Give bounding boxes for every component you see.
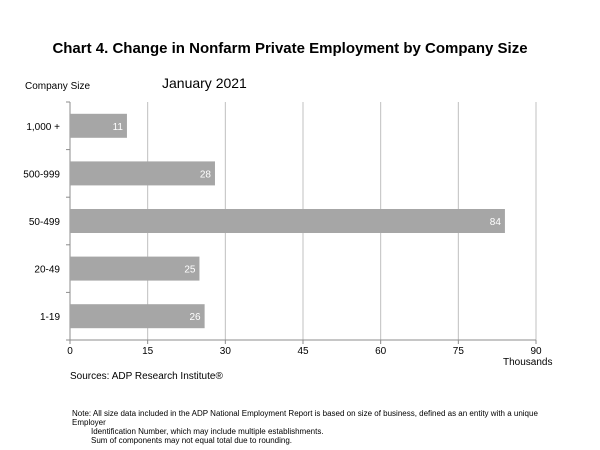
x-tick-label: 90 [530, 346, 542, 357]
source-note: Sources: ADP Research Institute® [70, 371, 223, 382]
bar [70, 113, 127, 138]
y-axis-label: Company Size [25, 81, 90, 92]
x-tick-label: 15 [142, 346, 154, 357]
bar [70, 161, 215, 186]
x-tick-label: 30 [220, 346, 232, 357]
bar [70, 256, 200, 281]
bar-value-label: 84 [490, 217, 502, 228]
y-category-label: 500-999 [23, 169, 60, 180]
footnote-line-3: Sum of components may not equal total du… [91, 436, 293, 445]
y-category-label: 50-499 [29, 217, 61, 228]
bar-value-label: 11 [113, 122, 124, 133]
footnote: Note: All size data included in the ADP … [72, 409, 572, 445]
footnote-line-2: Identification Number, which may include… [91, 427, 324, 436]
bar-value-label: 28 [200, 169, 212, 180]
x-tick-label: 60 [375, 346, 387, 357]
bar-value-label: 26 [189, 312, 201, 323]
y-category-label: 1-19 [40, 312, 60, 323]
y-category-label: 1,000 + [26, 122, 60, 133]
footnote-line-1: Note: All size data included in the ADP … [72, 409, 538, 427]
chart-title: Chart 4. Change in Nonfarm Private Emplo… [52, 40, 527, 57]
x-tick-label: 75 [453, 346, 465, 357]
bar [70, 209, 505, 233]
x-tick-label: 45 [297, 346, 309, 357]
bar-value-label: 25 [184, 265, 196, 276]
chart-subtitle: January 2021 [162, 75, 247, 91]
bar [70, 304, 205, 329]
x-tick-label: 0 [67, 346, 73, 357]
x-axis-unit-label: Thousands [503, 357, 552, 368]
plot-area: 0 15 30 45 60 75 90 11 1,000 + 28 500-999 84 50-499 2… [23, 101, 542, 357]
y-category-label: 20-49 [34, 265, 60, 276]
